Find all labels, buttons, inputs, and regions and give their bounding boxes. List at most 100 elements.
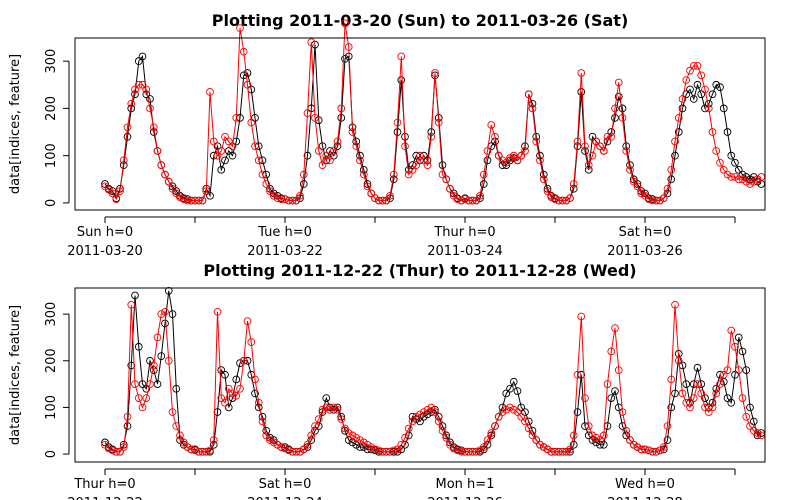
- point: [168, 182, 177, 191]
- point: [712, 389, 721, 398]
- y-axis-label: data[indices, feature]: [8, 54, 23, 194]
- point: [191, 196, 199, 205]
- point: [337, 104, 346, 113]
- x-tick-label: Mon h=1: [436, 477, 495, 492]
- point: [487, 431, 496, 440]
- point: [393, 118, 402, 127]
- point: [101, 180, 109, 188]
- point: [719, 165, 728, 174]
- point: [622, 147, 631, 155]
- point: [232, 391, 241, 400]
- point: [341, 424, 349, 433]
- point: [329, 147, 338, 155]
- point: [697, 71, 706, 80]
- point: [618, 104, 627, 113]
- series: [101, 19, 766, 205]
- point: [337, 415, 346, 423]
- point: [731, 173, 739, 181]
- point: [749, 177, 758, 186]
- series: [101, 300, 766, 456]
- point: [663, 436, 672, 444]
- point: [119, 156, 128, 165]
- point: [239, 356, 248, 365]
- point: [363, 182, 372, 191]
- y-axis-label: data[indices, feature]: [8, 305, 23, 445]
- point: [622, 431, 631, 440]
- point: [727, 173, 736, 181]
- point: [352, 433, 361, 442]
- point: [318, 405, 327, 414]
- point: [753, 175, 762, 184]
- point: [569, 431, 578, 440]
- point: [172, 422, 181, 430]
- point: [397, 52, 406, 61]
- point: [153, 333, 162, 342]
- point: [573, 370, 582, 379]
- point: [404, 424, 413, 433]
- point: [236, 384, 244, 393]
- point: [221, 132, 229, 141]
- point: [704, 104, 713, 113]
- point: [731, 370, 739, 379]
- point: [277, 195, 286, 203]
- point: [607, 347, 616, 356]
- point: [693, 363, 702, 372]
- plot-frame: [74, 37, 766, 211]
- point: [221, 370, 229, 379]
- point: [742, 173, 751, 181]
- series: [101, 286, 766, 456]
- point: [614, 78, 623, 87]
- point: [303, 151, 312, 160]
- point: [577, 69, 586, 77]
- point: [479, 443, 488, 451]
- point: [408, 165, 417, 174]
- point: [116, 447, 124, 456]
- point: [326, 405, 334, 414]
- point: [262, 431, 271, 440]
- point: [641, 445, 649, 454]
- point: [281, 195, 289, 203]
- point: [217, 366, 226, 374]
- point: [232, 114, 241, 122]
- point: [176, 436, 184, 444]
- x-tick-label: Thur h=0: [73, 477, 135, 492]
- x-tick-label: Sun h=0: [77, 225, 133, 240]
- point: [573, 137, 582, 146]
- point: [708, 128, 717, 136]
- point: [303, 109, 312, 117]
- point: [153, 380, 162, 388]
- point: [671, 151, 679, 160]
- point: [476, 191, 484, 200]
- point: [123, 123, 132, 132]
- point: [123, 132, 132, 141]
- point: [221, 156, 229, 165]
- point: [674, 356, 683, 365]
- point: [393, 447, 402, 456]
- point: [378, 447, 387, 456]
- chart-title: Plotting 2011-12-22 (Thur) to 2011-12-28…: [203, 261, 636, 280]
- point: [656, 196, 664, 205]
- point: [412, 161, 421, 169]
- point: [232, 375, 241, 384]
- point: [198, 196, 207, 205]
- point: [434, 417, 443, 426]
- series-line: [104, 23, 762, 202]
- point: [611, 114, 619, 122]
- point: [386, 191, 394, 200]
- point: [337, 114, 346, 122]
- point: [251, 389, 259, 398]
- point: [663, 422, 672, 430]
- point: [134, 342, 143, 351]
- point: [307, 38, 316, 47]
- point: [667, 175, 676, 184]
- point: [704, 408, 713, 416]
- point: [727, 151, 736, 160]
- point: [543, 445, 552, 454]
- point: [146, 380, 154, 388]
- point: [633, 182, 642, 191]
- point: [378, 196, 387, 205]
- point: [213, 142, 222, 151]
- x-tick-date: 2011-12-28: [607, 496, 683, 500]
- point: [449, 189, 458, 198]
